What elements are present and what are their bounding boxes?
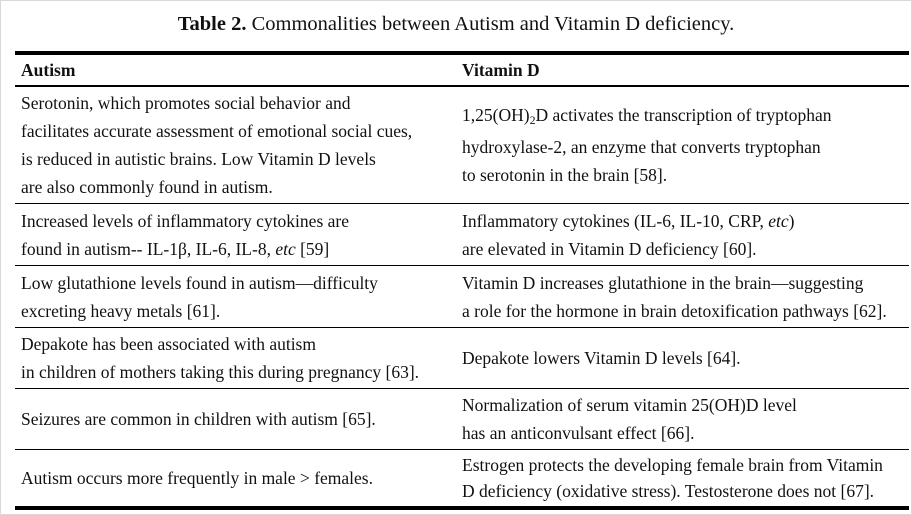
cell-vitamin-d: 1,25(OH)2D activates the transcription o… <box>462 104 832 186</box>
cell-autism: Low glutathione levels found in autism—d… <box>21 272 378 321</box>
cell-autism: Depakote has been associated with autism… <box>21 334 420 382</box>
table-body: Serotonin, which promotes social behavio… <box>15 86 909 508</box>
table-header-row: Autism Vitamin D <box>15 53 909 87</box>
table-row: Depakote has been associated with autism… <box>15 328 909 389</box>
table-caption-label: Table 2. <box>177 13 247 35</box>
cell-autism: Autism occurs more frequently in male > … <box>21 468 373 488</box>
cell-vitamin-d: Estrogen protects the developing female … <box>462 455 883 501</box>
table-row: Low glutathione levels found in autism—d… <box>15 266 909 328</box>
cell-autism: Seizures are common in children with aut… <box>21 409 376 429</box>
cell-vitamin-d: Inflammatory cytokines (IL-6, IL-10, CRP… <box>462 210 795 259</box>
commonalities-table: Autism Vitamin D Serotonin, which promot… <box>15 51 909 510</box>
table-row: Increased levels of inflammatory cytokin… <box>15 204 909 266</box>
column-header-vitamin-d: Vitamin D <box>456 53 909 87</box>
table-row: Autism occurs more frequently in male > … <box>15 450 909 509</box>
table-caption: Table 2. Commonalities between Autism an… <box>1 11 911 37</box>
table-row: Seizures are common in children with aut… <box>15 389 909 450</box>
cell-vitamin-d: Vitamin D increases glutathione in the b… <box>462 272 887 321</box>
table-caption-text: Commonalities between Autism and Vitamin… <box>246 13 735 35</box>
table-row: Serotonin, which promotes social behavio… <box>15 86 909 204</box>
cell-vitamin-d: Normalization of serum vitamin 25(OH)D l… <box>462 395 797 443</box>
cell-autism: Increased levels of inflammatory cytokin… <box>21 210 349 259</box>
column-header-autism: Autism <box>15 53 456 87</box>
cell-autism: Serotonin, which promotes social behavio… <box>21 93 413 197</box>
cell-vitamin-d: Depakote lowers Vitamin D levels [64]. <box>462 348 741 368</box>
